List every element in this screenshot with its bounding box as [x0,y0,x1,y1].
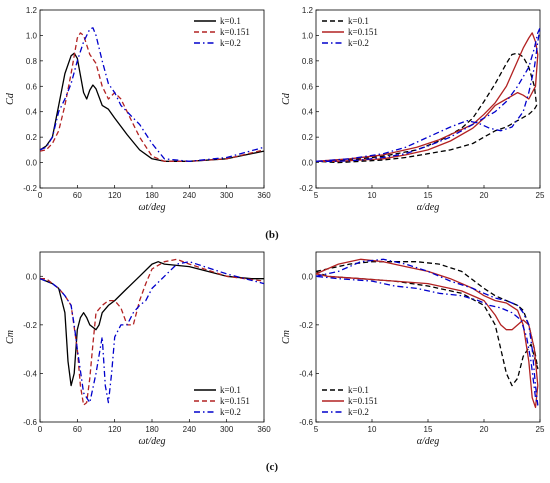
y-axis-label: Cd [5,92,16,105]
x-tick-label: 300 [220,425,234,434]
x-tick-label: 0 [38,191,43,200]
legend-label: k=0.2 [220,38,241,48]
legend-label: k=0.2 [348,38,369,48]
y-tick-label: 0.8 [302,57,314,66]
x-tick-label: 15 [424,191,433,200]
legend-label: k=0.1 [348,16,369,26]
x-tick-label: 0 [38,425,43,434]
legend-label: k=0.151 [220,396,250,406]
y-tick-label: 0.2 [26,133,38,142]
y-tick-label: 0.0 [302,272,314,281]
x-tick-label: 5 [314,191,319,200]
y-tick-label: 1.0 [26,31,38,40]
y-tick-label: 0.4 [302,108,314,117]
x-tick-label: 25 [536,191,545,200]
y-tick-label: 0.0 [26,272,38,281]
legend-label: k=0.151 [348,396,378,406]
x-tick-label: 240 [183,191,197,200]
series-line-k-0-2 [39,27,265,162]
x-tick-label: 120 [108,191,122,200]
series-line-k-0-151 [315,32,539,162]
y-tick-label: 1.2 [302,6,314,15]
series-line-k-0-1 [39,52,265,162]
x-axis-label: α/deg [417,436,439,447]
series-line-k-0-2 [315,27,541,162]
x-tick-label: 20 [480,425,489,434]
chart-cd-vs-omega-t: 0 60 120 180 240 300 360 -0.2 0.0 0.2 0.4 0.6 0.8 1.0… [5,6,271,213]
x-tick-label: 300 [220,191,234,200]
legend-label: k=0.2 [220,407,241,417]
chart-cm-vs-omega-t: 0 60 120 180 240 300 360 -0.6 -0.4 -0.2 0.0 ωt/deg C… [5,251,271,447]
x-tick-label: 5 [314,425,319,434]
y-tick-label: 0.0 [302,159,314,168]
y-tick-label: 0.2 [302,133,314,142]
x-tick-label: 60 [73,425,82,434]
x-tick-label: 60 [73,191,82,200]
y-tick-label: 1.2 [26,6,38,15]
series-line-k-0-151 [40,258,265,406]
series-line-k-0-1 [315,52,538,164]
x-tick-label: 240 [183,425,197,434]
y-tick-label: -0.6 [23,418,37,427]
y-tick-label: 0.6 [26,82,38,91]
series-line-k-0-2 [315,258,539,406]
y-axis-label: Cm [281,330,292,344]
legend-label: k=0.1 [220,16,241,26]
y-tick-label: 0.4 [26,108,38,117]
legend-label: k=0.151 [348,27,378,37]
series-line-k-0-1 [39,261,264,387]
x-tick-label: 20 [480,191,489,200]
x-tick-label: 120 [108,425,122,434]
y-axis-label: Cd [281,92,292,105]
series-line-k-0-1 [315,261,539,387]
x-tick-label: 180 [145,191,159,200]
y-tick-label: -0.4 [23,369,37,378]
y-tick-label: -0.2 [23,184,37,193]
series-line-k-0-151 [39,32,265,162]
x-tick-label: 360 [257,425,271,434]
y-tick-label: 0.8 [26,57,38,66]
x-axis-label: α/deg [417,202,439,213]
panel-label-b: (b) [265,229,279,241]
series-line-k-0-2 [39,261,265,404]
y-tick-label: -0.2 [299,321,313,330]
x-tick-label: 25 [536,425,545,434]
y-tick-label: -0.4 [299,369,313,378]
panel-label-c: (c) [266,461,279,473]
x-tick-label: 180 [145,425,159,434]
legend-label: k=0.151 [220,27,250,37]
legend-label: k=0.1 [220,385,241,395]
x-axis-label: ωt/deg [138,436,165,447]
y-tick-label: 0.6 [302,82,314,91]
x-axis-label: ωt/deg [138,202,165,213]
y-tick-label: 1.0 [302,31,314,40]
legend-label: k=0.2 [348,407,369,417]
y-tick-label: 0.0 [26,159,38,168]
y-tick-label: -0.6 [299,418,313,427]
legend-label: k=0.1 [348,385,369,395]
chart-cd-vs-alpha: 5 10 15 20 25 -0.2 0.0 0.2 0.4 0.6 0.8 1.0 1.2 α/deg C… [281,6,545,213]
x-tick-label: 15 [424,425,433,434]
x-tick-label: 10 [368,191,377,200]
chart-cm-vs-alpha: 5 10 15 20 25-0.6-0.4-0.20.0α/degCmk=0.1k=0.… [281,251,545,447]
y-tick-label: -0.2 [299,184,313,193]
x-tick-label: 10 [368,425,377,434]
y-tick-label: -0.2 [23,321,37,330]
x-tick-label: 360 [257,191,271,200]
y-axis-label: Cm [5,330,16,344]
